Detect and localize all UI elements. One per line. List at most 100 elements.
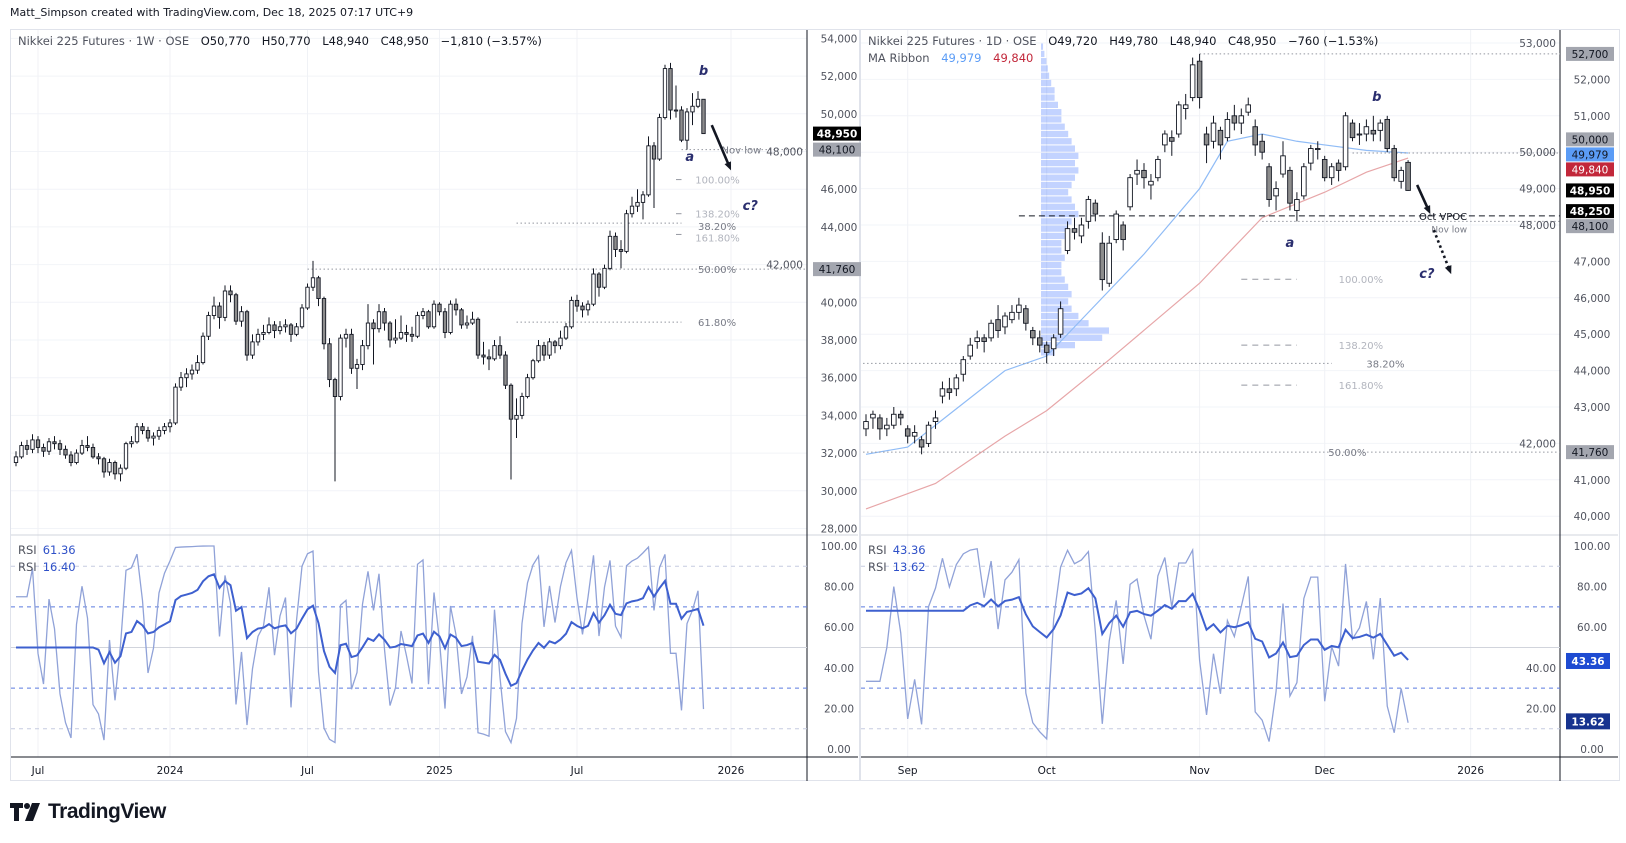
- candle[interactable]: [409, 326, 415, 342]
- candle[interactable]: [1203, 126, 1210, 164]
- candle[interactable]: [393, 319, 398, 344]
- candle[interactable]: [591, 268, 596, 307]
- candle[interactable]: [640, 191, 646, 220]
- candle[interactable]: [52, 436, 57, 450]
- candle[interactable]: [151, 432, 156, 446]
- candle[interactable]: [459, 307, 464, 329]
- candle[interactable]: [1030, 326, 1036, 346]
- candle[interactable]: [1335, 159, 1342, 182]
- candle[interactable]: [145, 426, 151, 442]
- candle[interactable]: [1308, 144, 1314, 171]
- candle[interactable]: [448, 300, 453, 335]
- candle[interactable]: [35, 436, 41, 454]
- candle[interactable]: [167, 419, 173, 433]
- candle[interactable]: [415, 311, 420, 339]
- candle[interactable]: [1050, 334, 1057, 357]
- candle[interactable]: [261, 324, 266, 340]
- candle[interactable]: [563, 323, 569, 340]
- candle[interactable]: [316, 275, 321, 307]
- candle[interactable]: [420, 307, 426, 320]
- candle[interactable]: [46, 438, 52, 455]
- candle[interactable]: [1321, 155, 1328, 182]
- candle[interactable]: [1127, 174, 1133, 211]
- candle[interactable]: [1273, 181, 1279, 211]
- candle[interactable]: [492, 340, 497, 361]
- candle[interactable]: [189, 364, 195, 380]
- candle[interactable]: [398, 315, 404, 340]
- candle[interactable]: [354, 358, 360, 390]
- candle[interactable]: [1405, 160, 1411, 191]
- candle[interactable]: [343, 328, 349, 348]
- candle[interactable]: [283, 319, 288, 333]
- candle[interactable]: [404, 324, 409, 342]
- candle[interactable]: [1023, 305, 1029, 331]
- candle[interactable]: [884, 417, 890, 437]
- candle[interactable]: [1398, 166, 1404, 189]
- candle[interactable]: [299, 304, 305, 329]
- candle[interactable]: [134, 422, 140, 444]
- candle[interactable]: [63, 445, 68, 459]
- candle[interactable]: [305, 283, 310, 310]
- candle[interactable]: [376, 304, 382, 333]
- candle[interactable]: [123, 441, 129, 471]
- candle[interactable]: [607, 230, 613, 271]
- candle[interactable]: [911, 425, 918, 444]
- candle[interactable]: [96, 453, 101, 465]
- candle[interactable]: [453, 298, 459, 316]
- candle[interactable]: [431, 300, 437, 329]
- candle[interactable]: [863, 414, 869, 437]
- candle[interactable]: [68, 451, 74, 467]
- rsi-pane[interactable]: 100.00 80.00 60.00 40.00 20.00 0.00: [11, 541, 857, 756]
- candle[interactable]: [1099, 232, 1106, 291]
- candle[interactable]: [90, 443, 96, 459]
- candle[interactable]: [486, 349, 492, 371]
- candle[interactable]: [618, 240, 624, 269]
- candle[interactable]: [1196, 53, 1203, 109]
- candle[interactable]: [1363, 119, 1370, 142]
- candle[interactable]: [250, 334, 255, 359]
- candle[interactable]: [1231, 104, 1238, 131]
- candle[interactable]: [596, 272, 602, 297]
- candle[interactable]: [156, 426, 162, 440]
- candle[interactable]: [244, 309, 250, 361]
- candle[interactable]: [585, 300, 591, 316]
- candle[interactable]: [129, 436, 134, 448]
- candle[interactable]: [939, 381, 946, 404]
- candle[interactable]: [13, 451, 19, 467]
- candle[interactable]: [1175, 101, 1182, 138]
- candle[interactable]: [547, 338, 552, 359]
- candle[interactable]: [464, 315, 470, 329]
- candle[interactable]: [673, 85, 679, 118]
- candle[interactable]: [1349, 119, 1356, 142]
- candle[interactable]: [349, 328, 354, 374]
- price-plot[interactable]: Nov low 100.00% 138.20%38.20%161.80% 50.00%…: [13, 62, 807, 482]
- candle[interactable]: [266, 317, 272, 335]
- candle[interactable]: [184, 368, 189, 388]
- candle[interactable]: [1224, 112, 1231, 142]
- candle[interactable]: [1169, 130, 1175, 156]
- candle[interactable]: [684, 108, 690, 150]
- candle[interactable]: [233, 292, 239, 325]
- candle[interactable]: [662, 64, 668, 120]
- candle[interactable]: [118, 464, 123, 482]
- candle[interactable]: [651, 142, 657, 209]
- candle[interactable]: [79, 439, 85, 455]
- candle[interactable]: [1377, 119, 1384, 142]
- candle[interactable]: [1370, 115, 1377, 142]
- candle[interactable]: [41, 443, 46, 457]
- candle[interactable]: [382, 307, 387, 331]
- candle[interactable]: [995, 305, 1001, 338]
- candle[interactable]: [624, 209, 629, 254]
- candle[interactable]: [629, 196, 635, 218]
- candle[interactable]: [1259, 134, 1265, 160]
- candle[interactable]: [338, 334, 343, 401]
- candle[interactable]: [519, 392, 525, 420]
- candle[interactable]: [635, 189, 640, 212]
- candle[interactable]: [1036, 330, 1043, 353]
- rsi-pane[interactable]: 43.36 13.62 100.00 80.00 60.00 40.00 20.00 0.00: [861, 541, 1610, 756]
- candle[interactable]: [1106, 235, 1112, 287]
- candle[interactable]: [552, 340, 558, 354]
- candle[interactable]: [1301, 163, 1307, 200]
- candle[interactable]: [646, 136, 651, 197]
- candle[interactable]: [112, 460, 118, 480]
